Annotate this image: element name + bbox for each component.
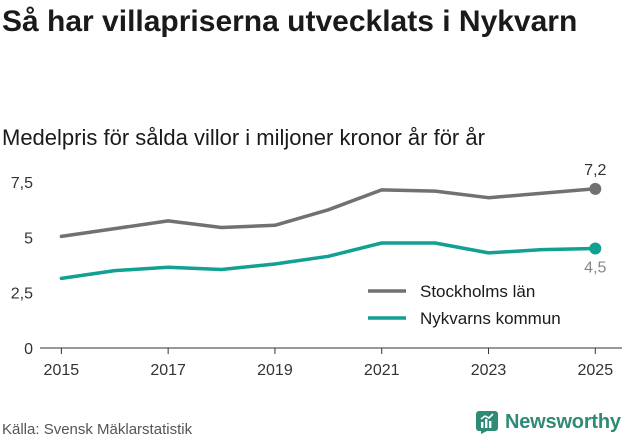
y-axis: 0 2,5 5 7,5 bbox=[11, 175, 622, 358]
brand-name: Newsworthy bbox=[505, 410, 621, 433]
x-tick-label: 2023 bbox=[471, 362, 507, 379]
x-tick-label: 2021 bbox=[364, 362, 400, 379]
legend-label-1: Nykvarns kommun bbox=[420, 309, 561, 328]
chart-subtitle: Medelpris för sålda villor i miljoner kr… bbox=[2, 125, 485, 150]
x-tick-label: 2015 bbox=[44, 362, 80, 379]
newsworthy-logo: Newsworthy bbox=[475, 410, 621, 434]
x-axis: 2015 2017 2019 2021 2023 2025 bbox=[44, 348, 614, 379]
series-end-marker-0 bbox=[589, 182, 602, 195]
x-tick-label: 2019 bbox=[257, 362, 293, 379]
series-end-label-1: 4,5 bbox=[584, 260, 606, 277]
y-tick-label: 7,5 bbox=[11, 175, 33, 192]
series-end-label-0: 7,2 bbox=[584, 162, 606, 179]
legend-label-0: Stockholms län bbox=[420, 282, 535, 301]
series-line-0 bbox=[59, 187, 598, 239]
series-end-marker-1 bbox=[589, 242, 602, 255]
legend: Stockholms län Nykvarns kommun bbox=[360, 277, 600, 335]
y-tick-label: 0 bbox=[24, 341, 33, 358]
series-layer: 7,2 4,5 bbox=[59, 162, 607, 281]
legend-background bbox=[360, 277, 600, 335]
source-note: Källa: Svensk Mäklarstatistik bbox=[2, 421, 193, 438]
x-tick-label: 2025 bbox=[578, 362, 614, 379]
y-tick-label: 5 bbox=[24, 230, 33, 247]
newsworthy-logo-icon bbox=[476, 411, 498, 434]
x-tick-label: 2017 bbox=[150, 362, 186, 379]
chart-title: Så har villapriserna utvecklats i Nykvar… bbox=[2, 5, 578, 38]
series-line-1 bbox=[59, 241, 598, 281]
y-tick-label: 2,5 bbox=[11, 286, 33, 303]
